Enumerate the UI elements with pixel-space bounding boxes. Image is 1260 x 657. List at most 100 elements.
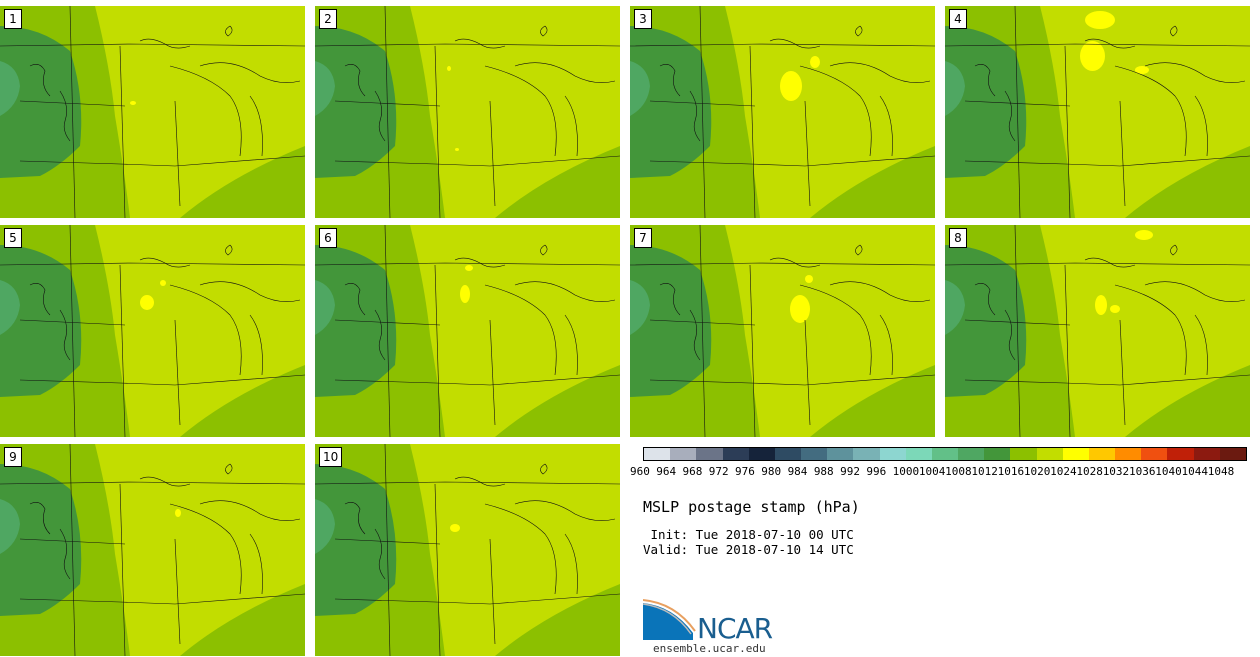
pressure-region-southeast — [810, 365, 935, 437]
pressure-region-lower — [0, 61, 20, 116]
border-line — [514, 500, 616, 521]
border-line — [804, 319, 811, 426]
border-line — [659, 283, 681, 316]
colorbar-tick-label: 992 — [840, 465, 860, 478]
pressure-region-lower — [315, 499, 335, 554]
map-panel-10: 10 — [315, 444, 620, 656]
colorbar-tick-label: 1040 — [1155, 465, 1182, 478]
colorbar-swatch — [827, 448, 854, 460]
border-line — [344, 283, 366, 316]
colorbar-tick-label: 968 — [682, 465, 703, 478]
pressure-high-cell — [1080, 41, 1105, 71]
map-panel-3: 3 — [630, 6, 935, 218]
border-line — [169, 65, 242, 157]
map-borders — [630, 6, 935, 218]
pressure-region-southeast — [810, 146, 935, 218]
border-line — [489, 538, 496, 645]
map-panel-9: 9 — [0, 444, 305, 656]
border-line — [964, 155, 1250, 167]
border-line — [1170, 25, 1178, 37]
border-line — [489, 319, 496, 426]
colorbar-tick-label: 1000 — [892, 465, 920, 478]
border-line — [749, 45, 756, 218]
pressure-high-cell — [1135, 230, 1153, 240]
colorbar-swatch — [1167, 448, 1194, 460]
border-line — [649, 155, 935, 167]
logo-text: NCAR — [697, 612, 773, 645]
border-line — [1084, 257, 1136, 268]
border-line — [139, 257, 191, 268]
map-borders — [0, 444, 305, 656]
map-borders — [945, 6, 1250, 218]
border-line — [1144, 62, 1246, 83]
map-4 — [945, 6, 1250, 218]
colorbar-tick-label: 1008 — [945, 465, 972, 478]
colorbar-labels: 960 964 968 972 976 980 984 988 992 996 1000 1004 10… — [630, 465, 1260, 479]
colorbar-tick-label: 984 — [787, 465, 808, 478]
border-line — [59, 528, 71, 580]
panel-label-6: 6 — [319, 228, 337, 248]
colorbar-tick-label: 1016 — [997, 465, 1025, 478]
border-line — [225, 244, 233, 256]
border-line — [19, 155, 305, 167]
border-line — [945, 43, 1250, 47]
pressure-region-lower — [945, 280, 965, 335]
border-line — [1119, 100, 1126, 207]
border-line — [29, 64, 51, 97]
colorbar-tick-label: 1036 — [1128, 465, 1156, 478]
border-line — [540, 244, 548, 256]
border-line — [564, 314, 578, 376]
border-line — [1084, 38, 1136, 49]
border-line — [1119, 319, 1126, 426]
colorbar-tick-label: 1032 — [1102, 465, 1130, 478]
pressure-region-southeast — [495, 584, 620, 656]
pressure-high-cell — [1085, 11, 1115, 29]
colorbar-tick-label: 976 — [735, 465, 755, 478]
border-line — [315, 481, 620, 485]
colorbar-swatch — [696, 448, 723, 460]
border-line — [169, 503, 242, 595]
border-line — [434, 45, 441, 218]
colorbar-swatch — [1088, 448, 1116, 460]
colorbar-swatch — [931, 448, 959, 460]
border-line — [139, 476, 191, 487]
border-line — [249, 314, 263, 376]
map-panel-1: 1 — [0, 6, 305, 218]
colorbar-swatch — [722, 448, 749, 460]
panel-label-1: 1 — [4, 9, 22, 29]
map-panel-6: 6 — [315, 225, 620, 437]
pressure-region-lower — [0, 499, 20, 554]
border-line — [1194, 314, 1208, 376]
border-line — [374, 528, 386, 580]
border-line — [689, 90, 701, 142]
panel-label-2: 2 — [319, 9, 337, 29]
border-line — [879, 314, 893, 376]
map-borders — [0, 6, 305, 218]
panel-label-4: 4 — [949, 9, 967, 29]
colorbar-swatch — [670, 448, 697, 460]
colorbar-tick-label: 996 — [866, 465, 887, 478]
border-line — [974, 283, 996, 316]
map-panel-2: 2 — [315, 6, 620, 218]
map-borders — [315, 6, 620, 218]
border-line — [384, 225, 391, 437]
border-line — [454, 257, 506, 268]
border-line — [334, 155, 620, 167]
border-line — [199, 62, 301, 83]
pressure-high-cell — [460, 285, 470, 303]
map-3 — [630, 6, 935, 218]
border-line — [749, 264, 756, 437]
border-line — [799, 65, 872, 157]
border-line — [19, 374, 305, 386]
colorbar-swatch — [853, 448, 880, 460]
border-line — [434, 264, 441, 437]
border-line — [334, 593, 620, 605]
colorbar-swatch — [1141, 448, 1168, 460]
panel-label-5: 5 — [4, 228, 22, 248]
border-line — [804, 100, 811, 207]
border-line — [1114, 284, 1187, 376]
chart-title: MSLP postage stamp (hPa) — [643, 498, 860, 516]
map-borders — [315, 444, 620, 656]
border-line — [454, 476, 506, 487]
pressure-high-cell — [1110, 305, 1120, 313]
